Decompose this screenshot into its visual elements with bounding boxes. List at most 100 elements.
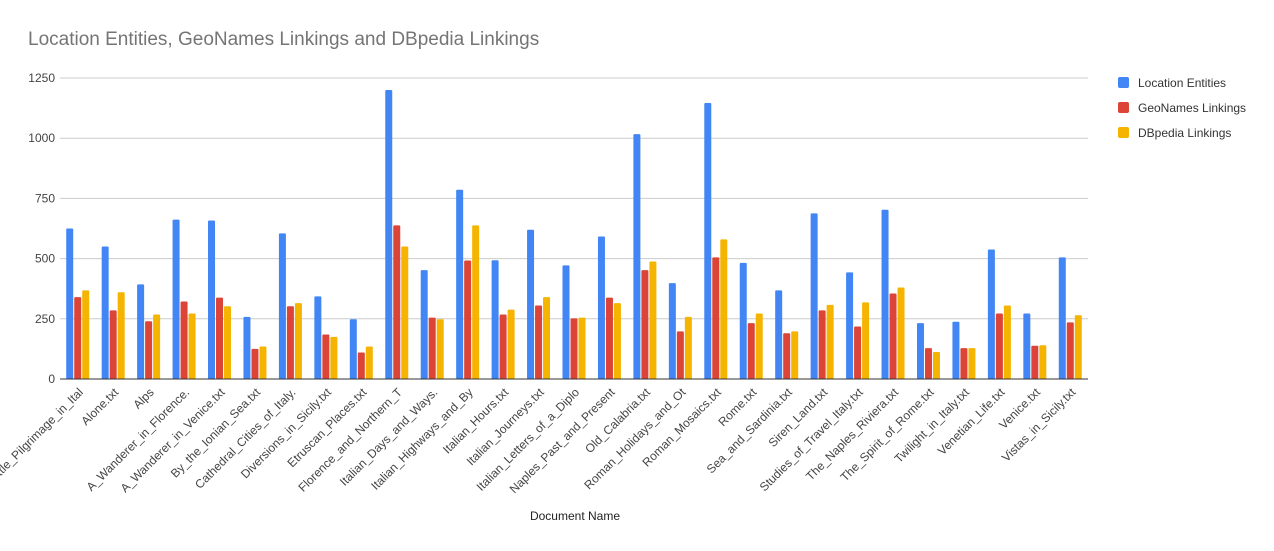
bar-location-entities[interactable] [668, 283, 676, 379]
bar-geonames-linkings[interactable] [818, 310, 826, 379]
bar-geonames-linkings[interactable] [357, 352, 365, 379]
bar-geonames-linkings[interactable] [605, 297, 613, 379]
bar-dbpedia-linkings[interactable] [720, 239, 728, 379]
bar-dbpedia-linkings[interactable] [543, 297, 551, 379]
bar-dbpedia-linkings[interactable] [684, 316, 692, 379]
bar-dbpedia-linkings[interactable] [755, 313, 763, 379]
bar-location-entities[interactable] [66, 228, 74, 380]
bar-dbpedia-linkings[interactable] [649, 261, 657, 379]
bar-location-entities[interactable] [562, 265, 570, 379]
x-tick-label: Alone.txt [78, 385, 121, 428]
bar-geonames-linkings[interactable] [712, 257, 720, 379]
bar-dbpedia-linkings[interactable] [472, 225, 480, 379]
x-axis-title: Document Name [529, 509, 621, 523]
bar-location-entities[interactable] [916, 323, 924, 379]
bar-geonames-linkings[interactable] [535, 305, 543, 379]
bar-geonames-linkings[interactable] [464, 260, 472, 379]
bar-dbpedia-linkings[interactable] [1074, 315, 1082, 379]
bar-dbpedia-linkings[interactable] [826, 304, 834, 379]
bar-geonames-linkings[interactable] [924, 348, 932, 379]
bar-dbpedia-linkings[interactable] [932, 352, 940, 379]
bar-geonames-linkings[interactable] [854, 326, 862, 379]
bar-dbpedia-linkings[interactable] [82, 290, 90, 379]
bar-location-entities[interactable] [952, 321, 960, 379]
bar-geonames-linkings[interactable] [74, 297, 82, 379]
bar-location-entities[interactable] [810, 213, 818, 379]
y-tick-label: 1250 [28, 71, 55, 85]
bar-geonames-linkings[interactable] [286, 306, 294, 379]
bar-dbpedia-linkings[interactable] [294, 303, 302, 379]
bar-location-entities[interactable] [491, 260, 499, 379]
bar-location-entities[interactable] [704, 103, 712, 379]
bar-dbpedia-linkings[interactable] [188, 313, 196, 379]
bar-dbpedia-linkings[interactable] [862, 302, 870, 379]
bar-location-entities[interactable] [456, 189, 464, 379]
bar-location-entities[interactable] [349, 319, 357, 379]
legend-item-dbpedia-linkings[interactable]: DBpedia Linkings [1118, 120, 1246, 145]
bar-geonames-linkings[interactable] [393, 225, 401, 379]
bar-location-entities[interactable] [775, 290, 783, 379]
bar-dbpedia-linkings[interactable] [401, 246, 409, 379]
bar-dbpedia-linkings[interactable] [330, 336, 338, 379]
bar-location-entities[interactable] [846, 272, 854, 379]
y-tick-label: 1000 [28, 131, 55, 145]
bar-geonames-linkings[interactable] [960, 348, 968, 379]
bar-dbpedia-linkings[interactable] [153, 314, 161, 379]
bar-dbpedia-linkings[interactable] [507, 309, 515, 379]
bar-dbpedia-linkings[interactable] [791, 331, 799, 379]
bar-dbpedia-linkings[interactable] [117, 292, 125, 379]
bar-dbpedia-linkings[interactable] [613, 303, 621, 379]
bar-geonames-linkings[interactable] [1031, 345, 1039, 379]
legend-item-geonames-linkings[interactable]: GeoNames Linkings [1118, 95, 1246, 120]
bar-geonames-linkings[interactable] [747, 323, 755, 379]
bar-dbpedia-linkings[interactable] [224, 306, 232, 379]
bar-location-entities[interactable] [101, 246, 109, 379]
bar-location-entities[interactable] [739, 262, 747, 379]
bar-geonames-linkings[interactable] [570, 318, 578, 379]
legend-swatch [1118, 77, 1129, 88]
bar-dbpedia-linkings[interactable] [897, 287, 905, 379]
bar-location-entities[interactable] [1058, 257, 1066, 379]
bar-location-entities[interactable] [243, 316, 251, 379]
bar-geonames-linkings[interactable] [109, 310, 117, 379]
legend-label: GeoNames Linkings [1138, 100, 1247, 115]
bar-geonames-linkings[interactable] [216, 297, 224, 379]
y-tick-label: 500 [35, 252, 55, 266]
bar-geonames-linkings[interactable] [676, 331, 684, 379]
bar-geonames-linkings[interactable] [499, 314, 507, 379]
bar-dbpedia-linkings[interactable] [259, 346, 267, 379]
bar-geonames-linkings[interactable] [641, 270, 649, 379]
bar-location-entities[interactable] [172, 219, 180, 379]
bar-geonames-linkings[interactable] [251, 348, 259, 379]
bar-location-entities[interactable] [881, 209, 889, 379]
bar-location-entities[interactable] [420, 270, 428, 379]
x-tick-label: A_Little_Pilgrimage_in_Ital [0, 385, 86, 495]
bar-location-entities[interactable] [137, 284, 145, 379]
x-tick-label: Alps [130, 385, 156, 411]
bar-geonames-linkings[interactable] [322, 334, 330, 379]
bar-geonames-linkings[interactable] [783, 333, 791, 379]
bar-geonames-linkings[interactable] [145, 321, 153, 379]
bar-location-entities[interactable] [208, 220, 216, 379]
bar-location-entities[interactable] [385, 90, 393, 379]
bar-location-entities[interactable] [527, 229, 535, 379]
bar-dbpedia-linkings[interactable] [578, 317, 586, 379]
bar-dbpedia-linkings[interactable] [1039, 345, 1047, 379]
legend-item-location-entities[interactable]: Location Entities [1118, 70, 1246, 95]
bar-geonames-linkings[interactable] [428, 317, 436, 379]
legend[interactable]: Location Entities GeoNames Linkings DBpe… [1118, 70, 1246, 145]
bar-location-entities[interactable] [987, 249, 995, 379]
bar-location-entities[interactable] [1023, 313, 1031, 379]
bar-location-entities[interactable] [633, 134, 641, 379]
bar-dbpedia-linkings[interactable] [436, 319, 444, 379]
bar-geonames-linkings[interactable] [995, 313, 1003, 379]
bar-geonames-linkings[interactable] [180, 301, 188, 379]
bar-dbpedia-linkings[interactable] [968, 348, 976, 379]
bar-dbpedia-linkings[interactable] [365, 346, 373, 379]
bar-location-entities[interactable] [314, 296, 322, 379]
bar-location-entities[interactable] [278, 233, 286, 379]
bar-geonames-linkings[interactable] [1066, 322, 1074, 379]
bar-dbpedia-linkings[interactable] [1003, 305, 1011, 379]
bar-location-entities[interactable] [597, 236, 605, 379]
bar-geonames-linkings[interactable] [889, 293, 897, 379]
